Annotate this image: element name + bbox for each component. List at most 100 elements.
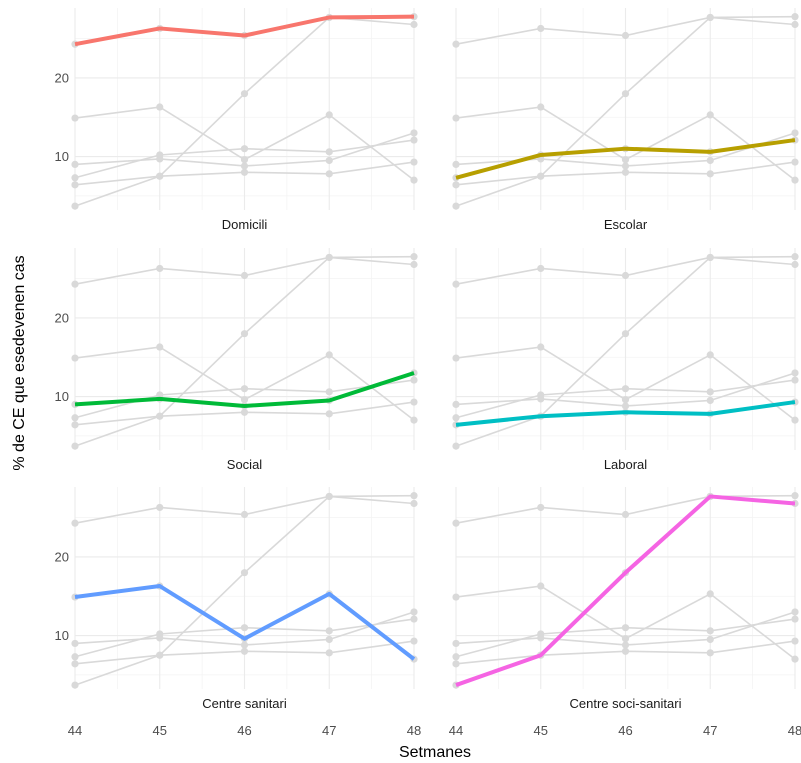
background-series-point	[410, 253, 418, 261]
background-series-point	[325, 351, 333, 359]
background-series-point	[621, 385, 630, 393]
background-series-point	[325, 410, 333, 418]
background-series-point	[156, 264, 164, 273]
background-series-point	[706, 156, 714, 165]
background-series-point	[325, 156, 333, 165]
background-series-point	[410, 376, 418, 384]
panel-escolar: Escolar	[452, 8, 799, 232]
background-series-point	[240, 271, 249, 280]
background-series-point	[791, 13, 799, 21]
panel-domicili: 10 20 Domicili	[55, 8, 418, 232]
x-tick-label: 48	[788, 723, 801, 738]
background-series-point	[325, 388, 333, 396]
background-series-point	[621, 635, 630, 643]
background-series-point	[240, 156, 249, 164]
x-tick-label: 46	[618, 723, 632, 738]
background-series-point	[791, 253, 799, 261]
background-series-point	[537, 264, 545, 273]
background-series-point	[71, 160, 79, 169]
background-series-point	[621, 90, 630, 98]
background-series-point	[706, 253, 714, 262]
background-series-point	[240, 647, 249, 655]
background-series-point	[410, 260, 418, 269]
panel-social: 10 20 Social	[55, 248, 418, 472]
background-series-point	[410, 416, 418, 424]
x-axis-tick-labels: 44 45 46 47 48 44 45 46 47 48	[68, 723, 801, 738]
background-series-point	[791, 376, 799, 384]
panel-laboral: Laboral	[452, 248, 799, 472]
background-series-point	[325, 627, 333, 635]
background-series-point	[240, 569, 249, 577]
y-tick-label: 20	[55, 70, 69, 85]
background-series-point	[621, 31, 630, 40]
background-series-point	[71, 202, 79, 210]
background-series-point	[325, 111, 333, 119]
background-series-point	[452, 280, 460, 288]
background-series-point	[410, 398, 418, 406]
series-line	[74, 371, 415, 408]
x-tick-label: 47	[322, 723, 336, 738]
background-series-point	[325, 253, 333, 262]
background-series-point	[410, 637, 418, 645]
background-series-point	[71, 653, 79, 661]
background-series-point	[791, 129, 799, 137]
x-tick-label: 44	[449, 723, 463, 738]
background-series-point	[621, 647, 630, 655]
x-tick-label: 45	[153, 723, 167, 738]
background-series-point	[240, 168, 249, 176]
background-series-point	[621, 396, 630, 404]
background-series-point	[240, 624, 249, 632]
background-series-point	[452, 202, 460, 210]
background-series-point	[240, 330, 249, 338]
background-series-point	[706, 627, 714, 635]
facet-label: Domicili	[222, 217, 268, 232]
background-series-point	[452, 442, 460, 450]
series-line	[74, 14, 415, 47]
background-series-point	[410, 20, 418, 29]
background-series-point	[706, 590, 714, 598]
x-tick-label: 46	[237, 723, 251, 738]
x-tick-label: 48	[407, 723, 421, 738]
x-tick-label: 45	[534, 723, 548, 738]
background-series-point	[452, 400, 460, 409]
background-series-point	[791, 608, 799, 616]
background-series-point	[706, 170, 714, 178]
series-line	[455, 138, 796, 180]
background-series-point	[410, 158, 418, 166]
background-series-point	[240, 510, 249, 519]
background-series-point	[706, 111, 714, 119]
background-series-point	[537, 24, 545, 33]
x-axis-title: Setmanes	[399, 744, 471, 761]
background-series-point	[452, 40, 460, 48]
y-tick-label: 20	[55, 310, 69, 325]
background-series-point	[452, 114, 460, 122]
background-series-point	[156, 634, 164, 642]
background-series-point	[71, 639, 79, 648]
y-tick-label: 10	[55, 389, 69, 404]
background-series-point	[156, 412, 164, 420]
background-series-point	[71, 442, 79, 450]
background-series-point	[621, 168, 630, 176]
series-line	[455, 400, 796, 427]
background-series-point	[410, 129, 418, 137]
panel-centre-soci-sanitari: Centre soci-sanitari	[452, 487, 799, 711]
series-line	[455, 494, 796, 687]
background-series-point	[621, 156, 630, 164]
background-series-point	[240, 145, 249, 153]
background-series-point	[71, 181, 79, 189]
background-series-point	[71, 681, 79, 689]
background-series-point	[71, 174, 79, 182]
background-series-point	[240, 641, 249, 649]
y-tick-label: 10	[55, 628, 69, 643]
background-series-point	[156, 503, 164, 512]
background-series-point	[410, 492, 418, 500]
background-series-point	[71, 114, 79, 122]
background-series-point	[325, 148, 333, 156]
facet-label: Centre sanitari	[202, 696, 287, 711]
panel-centre-sanitari: 10 20 Centre sanitari	[55, 487, 418, 711]
background-series-point	[452, 160, 460, 169]
background-series-point	[791, 176, 799, 184]
facet-label: Centre soci-sanitari	[570, 696, 682, 711]
background-series-point	[240, 90, 249, 98]
